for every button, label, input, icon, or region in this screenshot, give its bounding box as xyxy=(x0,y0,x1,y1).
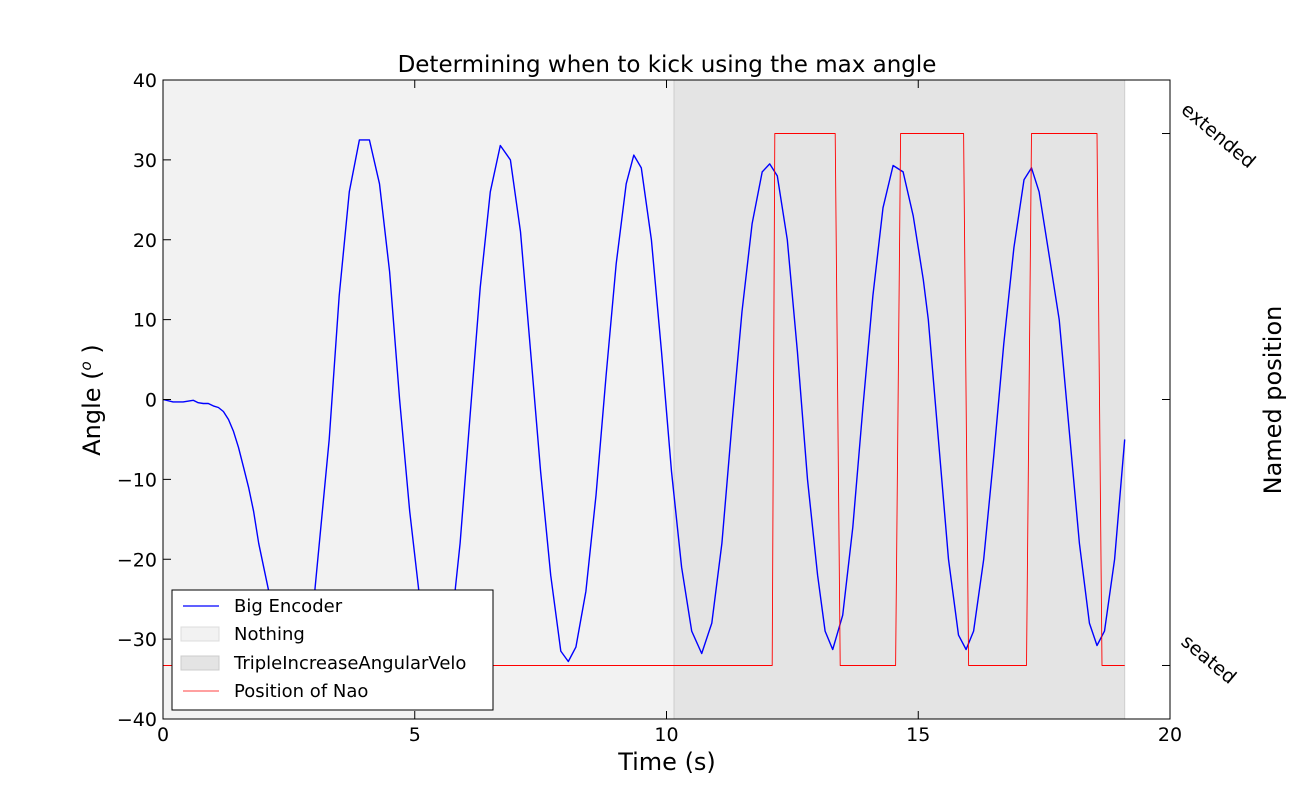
x-tick-label: 15 xyxy=(906,724,930,746)
y-tick-label: −40 xyxy=(117,709,157,731)
y-tick-label: −10 xyxy=(117,469,157,491)
legend-label-triple-increase: TripleIncreaseAngularVelo xyxy=(233,653,466,674)
x-axis-label: Time (s) xyxy=(617,748,716,776)
y-axis-label-degree: o xyxy=(77,361,95,370)
y-tick-label: −30 xyxy=(117,629,157,651)
chart-title: Determining when to kick using the max a… xyxy=(398,52,937,78)
y-tick-label: −20 xyxy=(117,549,157,571)
y2-axis-label: Named position xyxy=(1259,306,1287,495)
y-tick-label: 20 xyxy=(133,230,157,252)
y-axis-label-main: Angle ( xyxy=(78,370,106,455)
legend-swatch-nothing xyxy=(180,626,220,642)
legend-label-position-of-nao: Position of Nao xyxy=(234,681,368,702)
legend-frame xyxy=(171,589,494,711)
y-tick-label: 0 xyxy=(145,390,157,412)
y2-tick-label-seated: seated xyxy=(1177,630,1241,688)
legend-swatch-triple-increase xyxy=(180,655,220,671)
y-axis-label-end: ) xyxy=(78,344,106,361)
y-axis-label: Angle (o ) xyxy=(77,344,106,455)
legend: Big Encoder Nothing TripleIncreaseAngula… xyxy=(171,589,494,711)
y-tick-label: 40 xyxy=(133,70,157,92)
x-tick-label: 20 xyxy=(1158,724,1182,746)
legend-label-nothing: Nothing xyxy=(234,624,305,645)
y2-tick-label-extended: extended xyxy=(1177,98,1260,172)
legend-label-big-encoder: Big Encoder xyxy=(234,596,343,617)
span-tripleincreaseangularvelo xyxy=(673,79,1126,720)
x-tick-label: 10 xyxy=(654,724,678,746)
x-tick-label: 0 xyxy=(157,724,169,746)
y-tick-label: 30 xyxy=(133,150,157,172)
x-tick-label: 5 xyxy=(409,724,421,746)
series-line-position-of-nao xyxy=(163,133,1125,666)
y-tick-label: 10 xyxy=(133,310,157,332)
